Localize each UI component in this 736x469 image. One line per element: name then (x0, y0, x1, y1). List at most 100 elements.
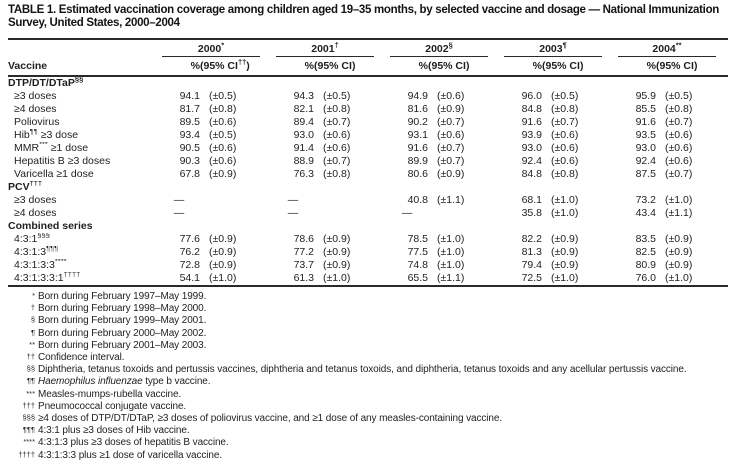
table-row: ≥4 doses 81.7 (±0.8) 82.1 (±0.8) 81.6 (±0.9) 84… (8, 103, 728, 116)
pct-cell: 78.6 (293, 233, 314, 245)
pct-cell: 90.2 (407, 116, 428, 128)
pct-cell: 83.5 (635, 233, 656, 245)
ci-cell: (±0.8) (665, 103, 693, 115)
pct-cell: 82.2 (521, 233, 542, 245)
pct-cell (386, 220, 428, 233)
ci-cell: (±0.5) (323, 90, 351, 102)
pct-cell: 73.2 (635, 194, 656, 206)
footnote-plain-text: ≥4 doses of DTP/DT/DTaP, ≥3 doses of pol… (38, 413, 503, 425)
table-row: 4:3:1:3:3**** 72.8 (±0.9) 73.7 (±0.9) 74.8 (±1… (8, 259, 728, 272)
row-label-text: 4:3:1:3:3 (14, 259, 55, 271)
footnote-line: ¶ Born during February 2000–May 2002. (8, 328, 728, 340)
footnote-marker: *** (26, 388, 35, 398)
pct-cell: 73.7 (293, 259, 314, 271)
pct-cell: 93.0 (521, 142, 542, 154)
pct-cell: — (287, 207, 299, 219)
row-label-text: ≥1 dose (47, 142, 89, 154)
ci-cell: (±0.7) (665, 116, 693, 128)
pct-cell: 74.8 (407, 259, 428, 271)
ci-cell: (±0.9) (551, 233, 579, 245)
ci-cell: (±0.9) (665, 233, 693, 245)
table-body: DTP/DT/DTaP§§ ≥3 doses 94.1 (±0.5) 94.3 (±0.5… (8, 76, 728, 286)
footnote-text: Born during February 1998–May 2000. (38, 303, 728, 315)
pct-cell (500, 181, 542, 194)
table-title: TABLE 1. Estimated vaccination coverage … (8, 4, 728, 30)
ci-header: (95% CI) (428, 57, 500, 77)
footnote-plain-text: Born during February 1999–May 2001. (38, 315, 207, 327)
pct-cell (500, 220, 542, 233)
footnote-marker: ¶¶ (26, 376, 35, 386)
footnote-plain-text: Pneumococcal conjugate vaccine. (38, 400, 187, 412)
pct-header: % (386, 57, 428, 77)
table-row: Hepatitis B ≥3 doses 90.3 (±0.6) 88.9 (±0.7)… (8, 155, 728, 168)
ci-cell: (±0.7) (323, 116, 351, 128)
footnote-plain-text: Born during February 2000–May 2002. (38, 327, 207, 339)
pct-cell: 92.4 (521, 155, 542, 167)
pct-cell (500, 76, 542, 90)
table-row: 4:3:1:3:3:1†††† 54.1 (±1.0) 61.3 (±1.0) 65.5 (… (8, 272, 728, 286)
year-header-spacer (8, 38, 158, 57)
row-label: PCV††† (8, 181, 158, 194)
row-label-text: ≥3 doses (14, 90, 57, 102)
pct-cell: 89.4 (293, 116, 314, 128)
ci-cell: (±0.9) (209, 246, 237, 258)
ci-cell (428, 207, 500, 220)
ci-cell: (±1.0) (551, 272, 579, 284)
row-label-text: Hepatitis B ≥3 doses (14, 155, 111, 167)
section-row: Combined series (8, 220, 728, 233)
ci-cell: (±1.0) (437, 246, 465, 258)
ci-header: (95% CI) (314, 57, 386, 77)
pct-cell: 87.5 (635, 168, 656, 180)
footnote-plain-text: Born during February 1998–May 2000. (38, 303, 207, 315)
table-title-line1: TABLE 1. Estimated vaccination coverage … (8, 4, 720, 16)
year-header-2004: 2004** (614, 38, 729, 57)
footnote-plain-text: 4:3:1:3:3 plus ≥1 dose of varicella vacc… (38, 449, 222, 461)
ci-cell: (±0.6) (665, 129, 693, 141)
footnote-marker: §§ (26, 364, 35, 374)
ci-cell: (±0.9) (551, 259, 579, 271)
footnote-marker: ††† (22, 400, 35, 410)
footnote-text: Diphtheria, tetanus toxoids and pertussi… (38, 364, 728, 376)
footnote-line: ††† Pneumococcal conjugate vaccine. (8, 401, 728, 413)
ci-cell (200, 76, 272, 90)
ci-cell (314, 194, 386, 207)
footnote-marker: †††† (18, 449, 35, 459)
footnote-text: Born during February 1999–May 2001. (38, 315, 728, 327)
table-row: ≥3 doses 94.1 (±0.5) 94.3 (±0.5) 94.9 (±0.6) 96… (8, 90, 728, 103)
row-label-text: Varicella ≥1 dose (14, 168, 94, 180)
pct-cell: 93.5 (635, 129, 656, 141)
ci-cell: (±0.8) (209, 103, 237, 115)
pct-cell: 80.6 (407, 168, 428, 180)
row-label: 4:3:1§§§ (8, 233, 158, 246)
pct-cell (158, 220, 200, 233)
ci-header: (95% CI) (656, 57, 729, 77)
pct-cell: 68.1 (521, 194, 542, 206)
pct-header: % (500, 57, 542, 77)
pct-cell: 89.5 (179, 116, 200, 128)
pct-cell: 72.8 (179, 259, 200, 271)
pct-cell (386, 181, 428, 194)
pct-cell (272, 220, 314, 233)
footnote-text: Haemophilus influenzae type b vaccine. (38, 376, 728, 388)
pct-cell: 65.5 (407, 272, 428, 284)
footnote-plain-text: Born during February 2001–May 2003. (38, 339, 207, 351)
pct-cell: 88.9 (293, 155, 314, 167)
pct-cell: 81.7 (179, 103, 200, 115)
ci-cell: (±0.8) (323, 103, 351, 115)
footnote-marker: ¶ (30, 327, 35, 337)
footnote-marker: §§ (74, 76, 84, 84)
footnote-marker: ** (29, 339, 35, 349)
pct-cell: 84.8 (521, 168, 542, 180)
footnote-plain-text: Diphtheria, tetanus toxoids and pertussi… (38, 364, 687, 376)
ci-cell: (±1.0) (665, 194, 693, 206)
ci-cell: (±0.6) (437, 90, 465, 102)
ci-cell: (±0.9) (437, 103, 465, 115)
row-label: ≥3 doses (8, 194, 158, 207)
pct-cell: 93.0 (293, 129, 314, 141)
ci-cell: (±0.9) (209, 168, 237, 180)
footnote-marker: ¶¶ (29, 129, 38, 136)
ci-cell: (±0.9) (209, 259, 237, 271)
table-row: Poliovirus 89.5 (±0.6) 89.4 (±0.7) 90.2 (±0.7)… (8, 116, 728, 129)
year-header-2003: 2003¶ (500, 38, 614, 57)
table-row: 4:3:1§§§ 77.6 (±0.9) 78.6 (±0.9) 78.5 (±1.0) 82… (8, 233, 728, 246)
